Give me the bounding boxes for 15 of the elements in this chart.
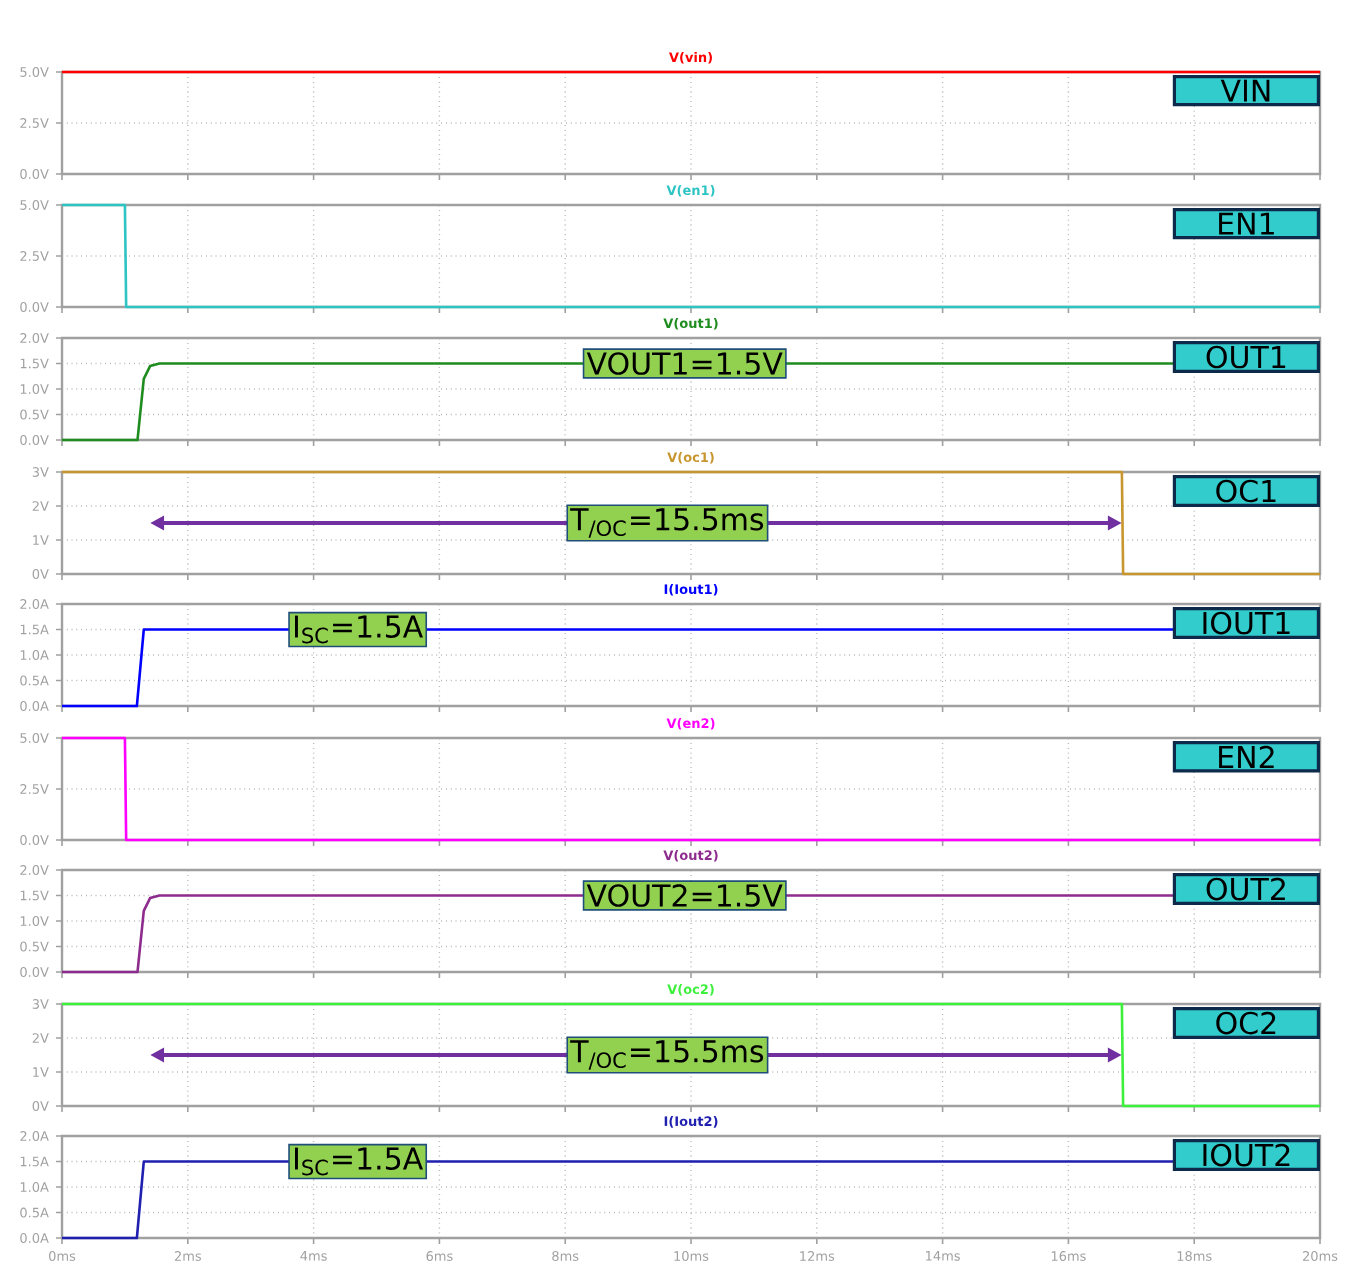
- annotation: OC1: [1216, 479, 1276, 503]
- annotation: T$_{/OC}$=15.5ms: [570, 508, 764, 538]
- annotation: IOUT2: [1203, 1143, 1290, 1167]
- annotation: OC2: [1216, 1011, 1276, 1035]
- annotation: I$_{SC}$=1.5A: [294, 1147, 423, 1176]
- annotation: IOUT1: [1203, 611, 1290, 635]
- annotation: OUT1: [1206, 345, 1286, 369]
- annotation: VIN: [1220, 79, 1270, 102]
- annotation: VOUT1=1.5V: [586, 352, 783, 375]
- annotation: T$_{/OC}$=15.5ms: [570, 1040, 764, 1070]
- annotation: VOUT2=1.5V: [586, 884, 783, 907]
- annotation: OUT2: [1206, 877, 1285, 901]
- annotation: I$_{SC}$=1.5A: [294, 615, 423, 644]
- annotation: EN2: [1219, 745, 1274, 768]
- annotation: EN1: [1219, 212, 1274, 235]
